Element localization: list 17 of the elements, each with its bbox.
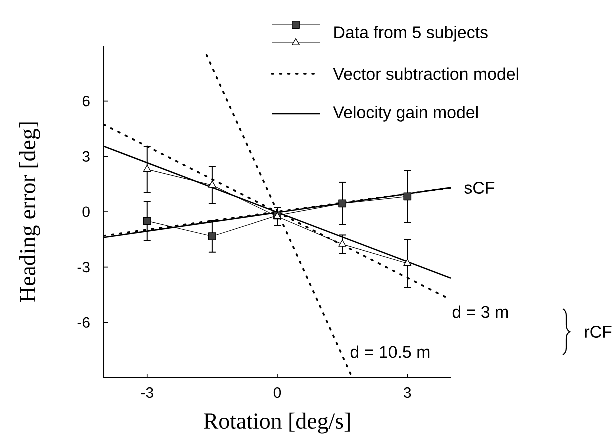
x-axis-title: Rotation [deg/s] xyxy=(204,412,350,434)
y-tick-label: 3 xyxy=(82,151,90,162)
y-tick-label: -6 xyxy=(78,317,90,328)
x-tick-label: 0 xyxy=(274,388,282,398)
y-tick-label: 6 xyxy=(82,96,90,107)
x-tick-label: -3 xyxy=(141,388,154,398)
annotation: d = 10.5 m xyxy=(350,346,430,358)
legend-label: Velocity gain model xyxy=(333,106,478,122)
legend-label: Data from 5 subjects xyxy=(334,26,488,42)
text: rCF xyxy=(585,326,612,338)
x-tick-label: 3 xyxy=(404,388,412,398)
y-axis-title: Heading error [deg] xyxy=(20,122,40,302)
legend-label: Vector subtraction model xyxy=(333,68,518,80)
y-tick-label: -3 xyxy=(78,262,90,273)
text: d = 3 m xyxy=(452,306,508,318)
y-tick-label: 0 xyxy=(82,206,90,218)
text: sCF xyxy=(464,182,495,194)
